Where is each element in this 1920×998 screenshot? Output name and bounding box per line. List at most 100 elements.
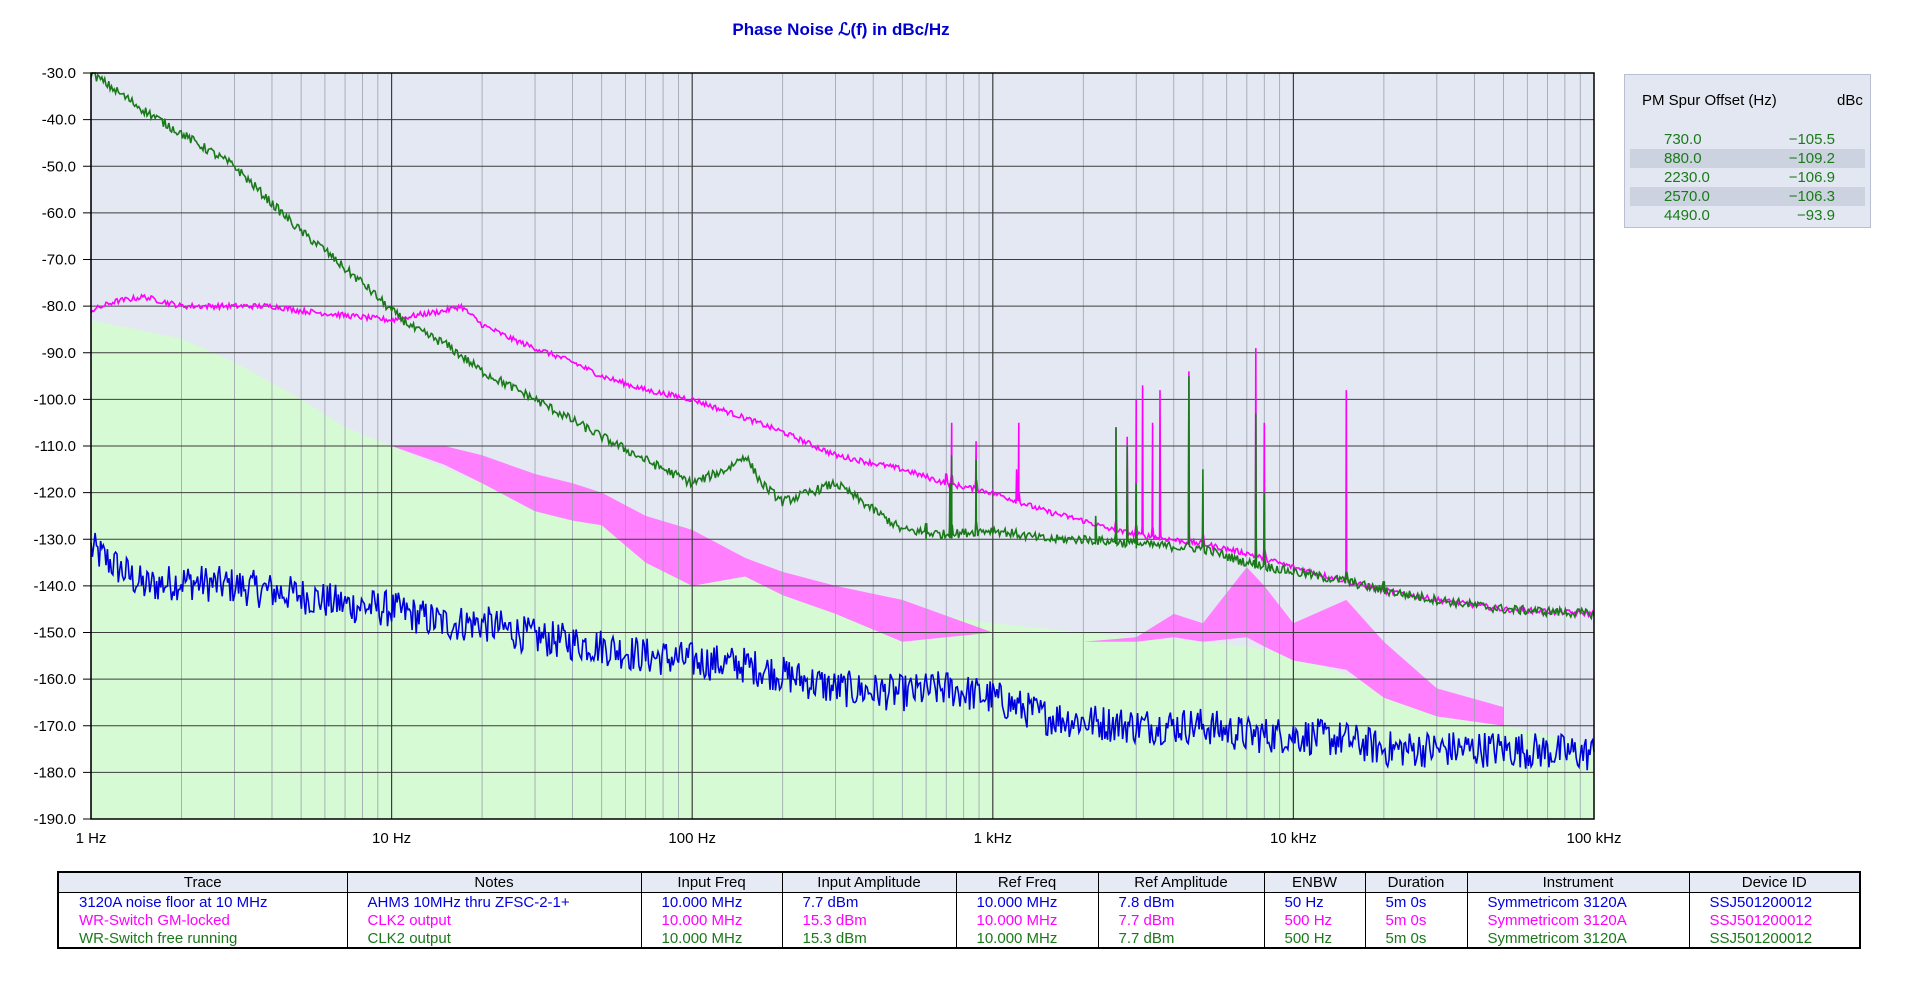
trace-cell: CLK2 output [346, 929, 641, 948]
trace-cell: Symmetricom 3120A [1466, 911, 1689, 929]
series-line [90, 293, 1595, 619]
spur-row: 880.0 −109.2 [1630, 149, 1865, 168]
trace-table-header: Trace Notes Input Freq Input Amplitude R… [57, 872, 1860, 893]
trace-cell: 15.3 dBm [781, 929, 956, 948]
trace-cell: 7.7 dBm [1097, 911, 1264, 929]
header-duration: Duration [1364, 872, 1467, 893]
trace-cell: Symmetricom 3120A [1466, 929, 1689, 948]
spur-dbc-header: dBc [1837, 92, 1863, 109]
trace-cell: AHM3 10MHz thru ZFSC-2-1+ [346, 892, 641, 911]
y-tick-label: -170.0 [33, 718, 76, 735]
header-ref-amplitude: Ref Amplitude [1097, 872, 1264, 893]
spur-offset: 2230.0 [1664, 169, 1710, 186]
y-tick-label: -190.0 [33, 811, 76, 828]
header-enbw: ENBW [1263, 872, 1365, 893]
trace-table: Trace Notes Input Freq Input Amplitude R… [57, 871, 1861, 949]
trace-cell: 10.000 MHz [640, 892, 782, 911]
trace-cell: 10.000 MHz [640, 911, 782, 929]
y-tick-label: -120.0 [33, 485, 76, 502]
header-instrument: Instrument [1466, 872, 1689, 893]
y-tick-label: -80.0 [42, 298, 76, 315]
trace-cell: 7.8 dBm [1097, 892, 1264, 911]
series-line [90, 532, 1595, 771]
chart-title: Phase Noise ℒ(f) in dBc/Hz [732, 20, 949, 39]
y-tick-label: -90.0 [42, 345, 76, 362]
y-tick-label: -40.0 [42, 112, 76, 129]
trace-cell: SSJ501200012 [1688, 929, 1860, 948]
spur-dbc: −105.5 [1788, 131, 1835, 148]
trace-cell: WR-Switch GM-locked [57, 911, 347, 929]
x-tick-label: 1 kHz [974, 830, 1012, 847]
trace-cell: 10.000 MHz [640, 929, 782, 948]
x-tick-label: 10 kHz [1270, 830, 1317, 847]
trace-cell: Symmetricom 3120A [1466, 892, 1689, 911]
trace-cell: SSJ501200012 [1688, 892, 1860, 911]
spur-offset: 4490.0 [1664, 207, 1710, 224]
spur-table: PM Spur Offset (Hz) dBc 730.0 −105.5 880… [1624, 74, 1871, 228]
spur-offset-header: PM Spur Offset (Hz) [1642, 92, 1777, 109]
trace-table-body: 3120A noise floor at 10 MHz AHM3 10MHz th… [57, 892, 1860, 948]
header-input-amplitude: Input Amplitude [781, 872, 956, 893]
spur-row: 4490.0 −93.9 [1630, 206, 1865, 225]
x-tick-label: 1 Hz [76, 830, 107, 847]
y-tick-label: -50.0 [42, 158, 76, 175]
spur-dbc: −106.9 [1788, 169, 1835, 186]
y-tick-label: -100.0 [33, 391, 76, 408]
trace-cell: 10.000 MHz [955, 929, 1098, 948]
header-notes: Notes [346, 872, 641, 893]
y-axis-ticks: -30.0 -40.0 -50.0 -60.0 -70.0 -80.0 -90.0 -100.… [33, 65, 91, 828]
spur-offset: 730.0 [1664, 131, 1702, 148]
trace-cell: 500 Hz [1263, 929, 1365, 948]
trace-cell: 7.7 dBm [781, 892, 956, 911]
trace-cell: 7.7 dBm [1097, 929, 1264, 948]
trace-cell: 3120A noise floor at 10 MHz [57, 892, 347, 911]
y-tick-label: -30.0 [42, 65, 76, 82]
header-input-freq: Input Freq [640, 872, 782, 893]
spur-dbc: −93.9 [1797, 207, 1835, 224]
trace-cell: SSJ501200012 [1688, 911, 1860, 929]
trace-row: WR-Switch free running CLK2 output 10.000 … [57, 929, 1860, 948]
header-trace: Trace [57, 872, 347, 893]
y-tick-label: -60.0 [42, 205, 76, 222]
trace-cell: 5m 0s [1364, 911, 1467, 929]
x-tick-label: 10 Hz [372, 830, 411, 847]
trace-cell: 50 Hz [1263, 892, 1365, 911]
trace-cell: 5m 0s [1364, 929, 1467, 948]
x-tick-label: 100 kHz [1566, 830, 1621, 847]
series-layer [90, 72, 1595, 771]
trace-cell: 15.3 dBm [781, 911, 956, 929]
header-ref-freq: Ref Freq [955, 872, 1098, 893]
spur-row: 730.0 −105.5 [1630, 130, 1865, 149]
trace-cell: WR-Switch free running [57, 929, 347, 948]
y-tick-label: -180.0 [33, 764, 76, 781]
spur-row: 2230.0 −106.9 [1630, 168, 1865, 187]
fill-layer [91, 320, 1594, 819]
trace-cell: 10.000 MHz [955, 911, 1098, 929]
y-tick-label: -150.0 [33, 625, 76, 642]
trace-cell: CLK2 output [346, 911, 641, 929]
fill-region [91, 320, 1594, 819]
trace-cell: 10.000 MHz [955, 892, 1098, 911]
fill-region [391, 446, 1504, 726]
spur-offset: 880.0 [1664, 150, 1702, 167]
spur-offset: 2570.0 [1664, 188, 1710, 205]
x-axis-ticks: 1 Hz 10 Hz 100 Hz 1 kHz 10 kHz 100 kHz [76, 830, 1622, 847]
spur-dbc: −106.3 [1788, 188, 1835, 205]
spur-dbc: −109.2 [1788, 150, 1835, 167]
y-tick-label: -160.0 [33, 671, 76, 688]
series-line [90, 72, 1594, 621]
header-device-id: Device ID [1688, 872, 1860, 893]
trace-row: 3120A noise floor at 10 MHz AHM3 10MHz th… [57, 892, 1860, 911]
spur-table-header: PM Spur Offset (Hz) dBc [1625, 92, 1870, 112]
spur-row: 2570.0 −106.3 [1630, 187, 1865, 206]
x-tick-label: 100 Hz [668, 830, 716, 847]
y-tick-label: -110.0 [35, 438, 76, 455]
trace-cell: 500 Hz [1263, 911, 1365, 929]
y-tick-label: -70.0 [42, 252, 76, 269]
grid-layer [90, 72, 1594, 820]
y-tick-label: -130.0 [33, 531, 76, 548]
y-tick-label: -140.0 [33, 578, 76, 595]
trace-cell: 5m 0s [1364, 892, 1467, 911]
trace-row: WR-Switch GM-locked CLK2 output 10.000 MHz… [57, 911, 1860, 929]
